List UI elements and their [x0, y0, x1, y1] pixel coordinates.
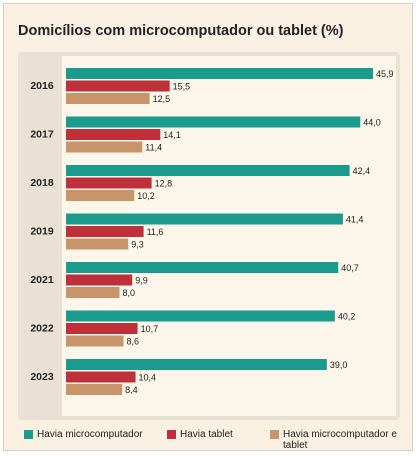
bar [66, 323, 138, 334]
value-label: 12,8 [155, 178, 173, 188]
bar [66, 371, 136, 383]
value-label: 39,0 [330, 360, 348, 370]
bar [66, 116, 361, 128]
value-label: 44,0 [363, 117, 381, 127]
y-tick-label: 2021 [30, 274, 54, 286]
bar [66, 68, 373, 79]
value-label: 40,2 [338, 311, 356, 321]
y-tick-label: 2017 [30, 128, 54, 140]
value-label: 10,7 [141, 324, 159, 334]
chart-title: Domicílios com microcomputador ou tablet… [18, 23, 344, 39]
value-label: 42,4 [353, 166, 371, 176]
y-tick-label: 2022 [30, 322, 54, 334]
bar [66, 359, 327, 370]
bar [66, 226, 144, 237]
bar [66, 80, 170, 92]
value-label: 12,5 [153, 94, 171, 104]
legend-swatch [270, 430, 279, 439]
bar [66, 141, 143, 153]
bar [66, 274, 133, 286]
value-label: 8,4 [125, 385, 138, 395]
legend-label: Havia microcomputador [37, 429, 143, 440]
value-label: 11,6 [147, 227, 164, 237]
value-label: 8,6 [127, 336, 140, 346]
bar [66, 262, 339, 273]
value-label: 45,9 [376, 69, 394, 79]
legend-label: Havia microcomputador e tablet [283, 429, 397, 451]
bar [66, 129, 161, 140]
y-tick-label: 2023 [30, 371, 54, 383]
value-label: 10,2 [137, 191, 155, 201]
bar [66, 190, 135, 201]
y-tick-label: 2018 [30, 177, 54, 189]
y-tick-label: 2016 [30, 80, 54, 92]
value-label: 9,9 [135, 275, 148, 285]
bar [66, 384, 123, 395]
legend-swatch [167, 430, 176, 439]
value-label: 15,5 [173, 81, 191, 91]
value-label: 14,1 [163, 130, 181, 140]
bar [66, 165, 350, 176]
bar [66, 287, 120, 298]
bar [66, 335, 124, 347]
value-label: 41,4 [346, 214, 364, 224]
value-label: 10,4 [139, 372, 157, 382]
bar [66, 177, 152, 189]
legend-swatch [24, 430, 33, 439]
value-label: 11,4 [145, 142, 162, 152]
y-tick-label: 2019 [30, 225, 54, 237]
chart: Domicílios com microcomputador ou tablet… [3, 3, 413, 451]
bar [66, 310, 335, 322]
bar [66, 238, 129, 250]
value-label: 9,3 [131, 239, 144, 249]
value-label: 8,0 [123, 288, 136, 298]
bar [66, 93, 150, 104]
legend-label: Havia tablet [180, 429, 233, 440]
bar [66, 213, 343, 225]
chart-svg: Domicílios com microcomputador ou tablet… [18, 23, 400, 420]
value-label: 40,7 [341, 263, 359, 273]
